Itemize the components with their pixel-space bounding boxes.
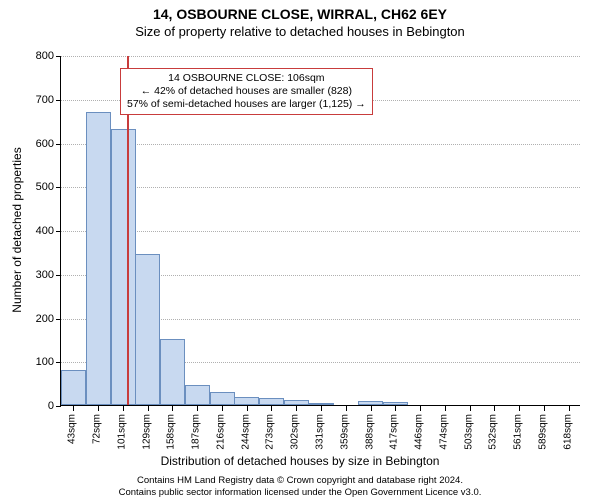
xtick-label: 532sqm bbox=[488, 414, 499, 450]
xtick-mark bbox=[470, 406, 471, 411]
footer-attribution: Contains HM Land Registry data © Crown c… bbox=[0, 475, 600, 498]
ytick-mark bbox=[56, 100, 61, 101]
xtick-label: 129sqm bbox=[141, 414, 152, 450]
xtick-label: 618sqm bbox=[562, 414, 573, 450]
xtick-label: 417sqm bbox=[389, 414, 400, 450]
xtick-mark bbox=[296, 406, 297, 411]
ytick-mark bbox=[56, 275, 61, 276]
histogram-bar bbox=[259, 398, 284, 405]
xtick-label: 216sqm bbox=[216, 414, 227, 450]
xtick-label: 561sqm bbox=[513, 414, 524, 450]
histogram-bar bbox=[135, 254, 160, 405]
ytick-label: 800 bbox=[14, 50, 54, 62]
xtick-label: 388sqm bbox=[364, 414, 375, 450]
xtick-label: 331sqm bbox=[315, 414, 326, 450]
xtick-label: 72sqm bbox=[92, 414, 103, 444]
ytick-label: 600 bbox=[14, 138, 54, 150]
ytick-mark bbox=[56, 319, 61, 320]
xtick-label: 359sqm bbox=[339, 414, 350, 450]
page-title: 14, OSBOURNE CLOSE, WIRRAL, CH62 6EY bbox=[0, 0, 600, 22]
ytick-label: 200 bbox=[14, 313, 54, 325]
histogram-bar bbox=[383, 402, 408, 406]
histogram-bar bbox=[210, 392, 235, 405]
xtick-label: 43sqm bbox=[67, 414, 78, 444]
xtick-mark bbox=[73, 406, 74, 411]
xtick-label: 101sqm bbox=[117, 414, 128, 450]
annotation-line1: 14 OSBOURNE CLOSE: 106sqm bbox=[127, 72, 366, 85]
xtick-mark bbox=[172, 406, 173, 411]
xtick-label: 474sqm bbox=[438, 414, 449, 450]
xtick-label: 302sqm bbox=[290, 414, 301, 450]
annotation-line3: 57% of semi-detached houses are larger (… bbox=[127, 98, 366, 111]
xtick-mark bbox=[346, 406, 347, 411]
xtick-mark bbox=[271, 406, 272, 411]
xtick-mark bbox=[519, 406, 520, 411]
ytick-mark bbox=[56, 231, 61, 232]
gridline bbox=[61, 144, 580, 145]
xtick-label: 187sqm bbox=[191, 414, 202, 450]
annotation-box: 14 OSBOURNE CLOSE: 106sqm ← 42% of detac… bbox=[120, 68, 373, 115]
histogram-bar bbox=[160, 339, 185, 405]
footer-line2: Contains public sector information licen… bbox=[0, 487, 600, 498]
xtick-mark bbox=[123, 406, 124, 411]
x-axis-label: Distribution of detached houses by size … bbox=[0, 454, 600, 468]
histogram-bar bbox=[358, 401, 383, 405]
xtick-label: 446sqm bbox=[414, 414, 425, 450]
annotation-line2: ← 42% of detached houses are smaller (82… bbox=[127, 85, 366, 98]
ytick-mark bbox=[56, 187, 61, 188]
xtick-mark bbox=[98, 406, 99, 411]
histogram-bar bbox=[61, 370, 86, 405]
xtick-label: 589sqm bbox=[537, 414, 548, 450]
xtick-mark bbox=[544, 406, 545, 411]
histogram-bar bbox=[234, 397, 259, 405]
ytick-mark bbox=[56, 362, 61, 363]
xtick-label: 244sqm bbox=[240, 414, 251, 450]
ytick-label: 0 bbox=[14, 400, 54, 412]
ytick-mark bbox=[56, 406, 61, 407]
ytick-mark bbox=[56, 144, 61, 145]
ytick-label: 500 bbox=[14, 181, 54, 193]
histogram-bar bbox=[284, 400, 309, 405]
xtick-mark bbox=[197, 406, 198, 411]
xtick-mark bbox=[494, 406, 495, 411]
xtick-mark bbox=[420, 406, 421, 411]
xtick-mark bbox=[222, 406, 223, 411]
gridline bbox=[61, 56, 580, 57]
xtick-mark bbox=[569, 406, 570, 411]
gridline bbox=[61, 187, 580, 188]
chart-container: 14, OSBOURNE CLOSE, WIRRAL, CH62 6EY Siz… bbox=[0, 0, 600, 500]
xtick-label: 273sqm bbox=[265, 414, 276, 450]
ytick-label: 700 bbox=[14, 94, 54, 106]
ytick-label: 100 bbox=[14, 356, 54, 368]
xtick-mark bbox=[395, 406, 396, 411]
ytick-label: 400 bbox=[14, 225, 54, 237]
plot-area: 0100200300400500600700800 43sqm72sqm101s… bbox=[60, 56, 580, 406]
histogram-bar bbox=[309, 403, 334, 405]
ytick-mark bbox=[56, 56, 61, 57]
histogram-bar bbox=[185, 385, 210, 405]
histogram-bar bbox=[86, 112, 111, 405]
ytick-label: 300 bbox=[14, 269, 54, 281]
histogram-bar bbox=[111, 129, 136, 405]
page-subtitle: Size of property relative to detached ho… bbox=[0, 22, 600, 39]
xtick-label: 158sqm bbox=[166, 414, 177, 450]
xtick-label: 503sqm bbox=[463, 414, 474, 450]
xtick-mark bbox=[321, 406, 322, 411]
footer-line1: Contains HM Land Registry data © Crown c… bbox=[0, 475, 600, 486]
xtick-mark bbox=[445, 406, 446, 411]
gridline bbox=[61, 231, 580, 232]
xtick-mark bbox=[247, 406, 248, 411]
xtick-mark bbox=[148, 406, 149, 411]
xtick-mark bbox=[371, 406, 372, 411]
